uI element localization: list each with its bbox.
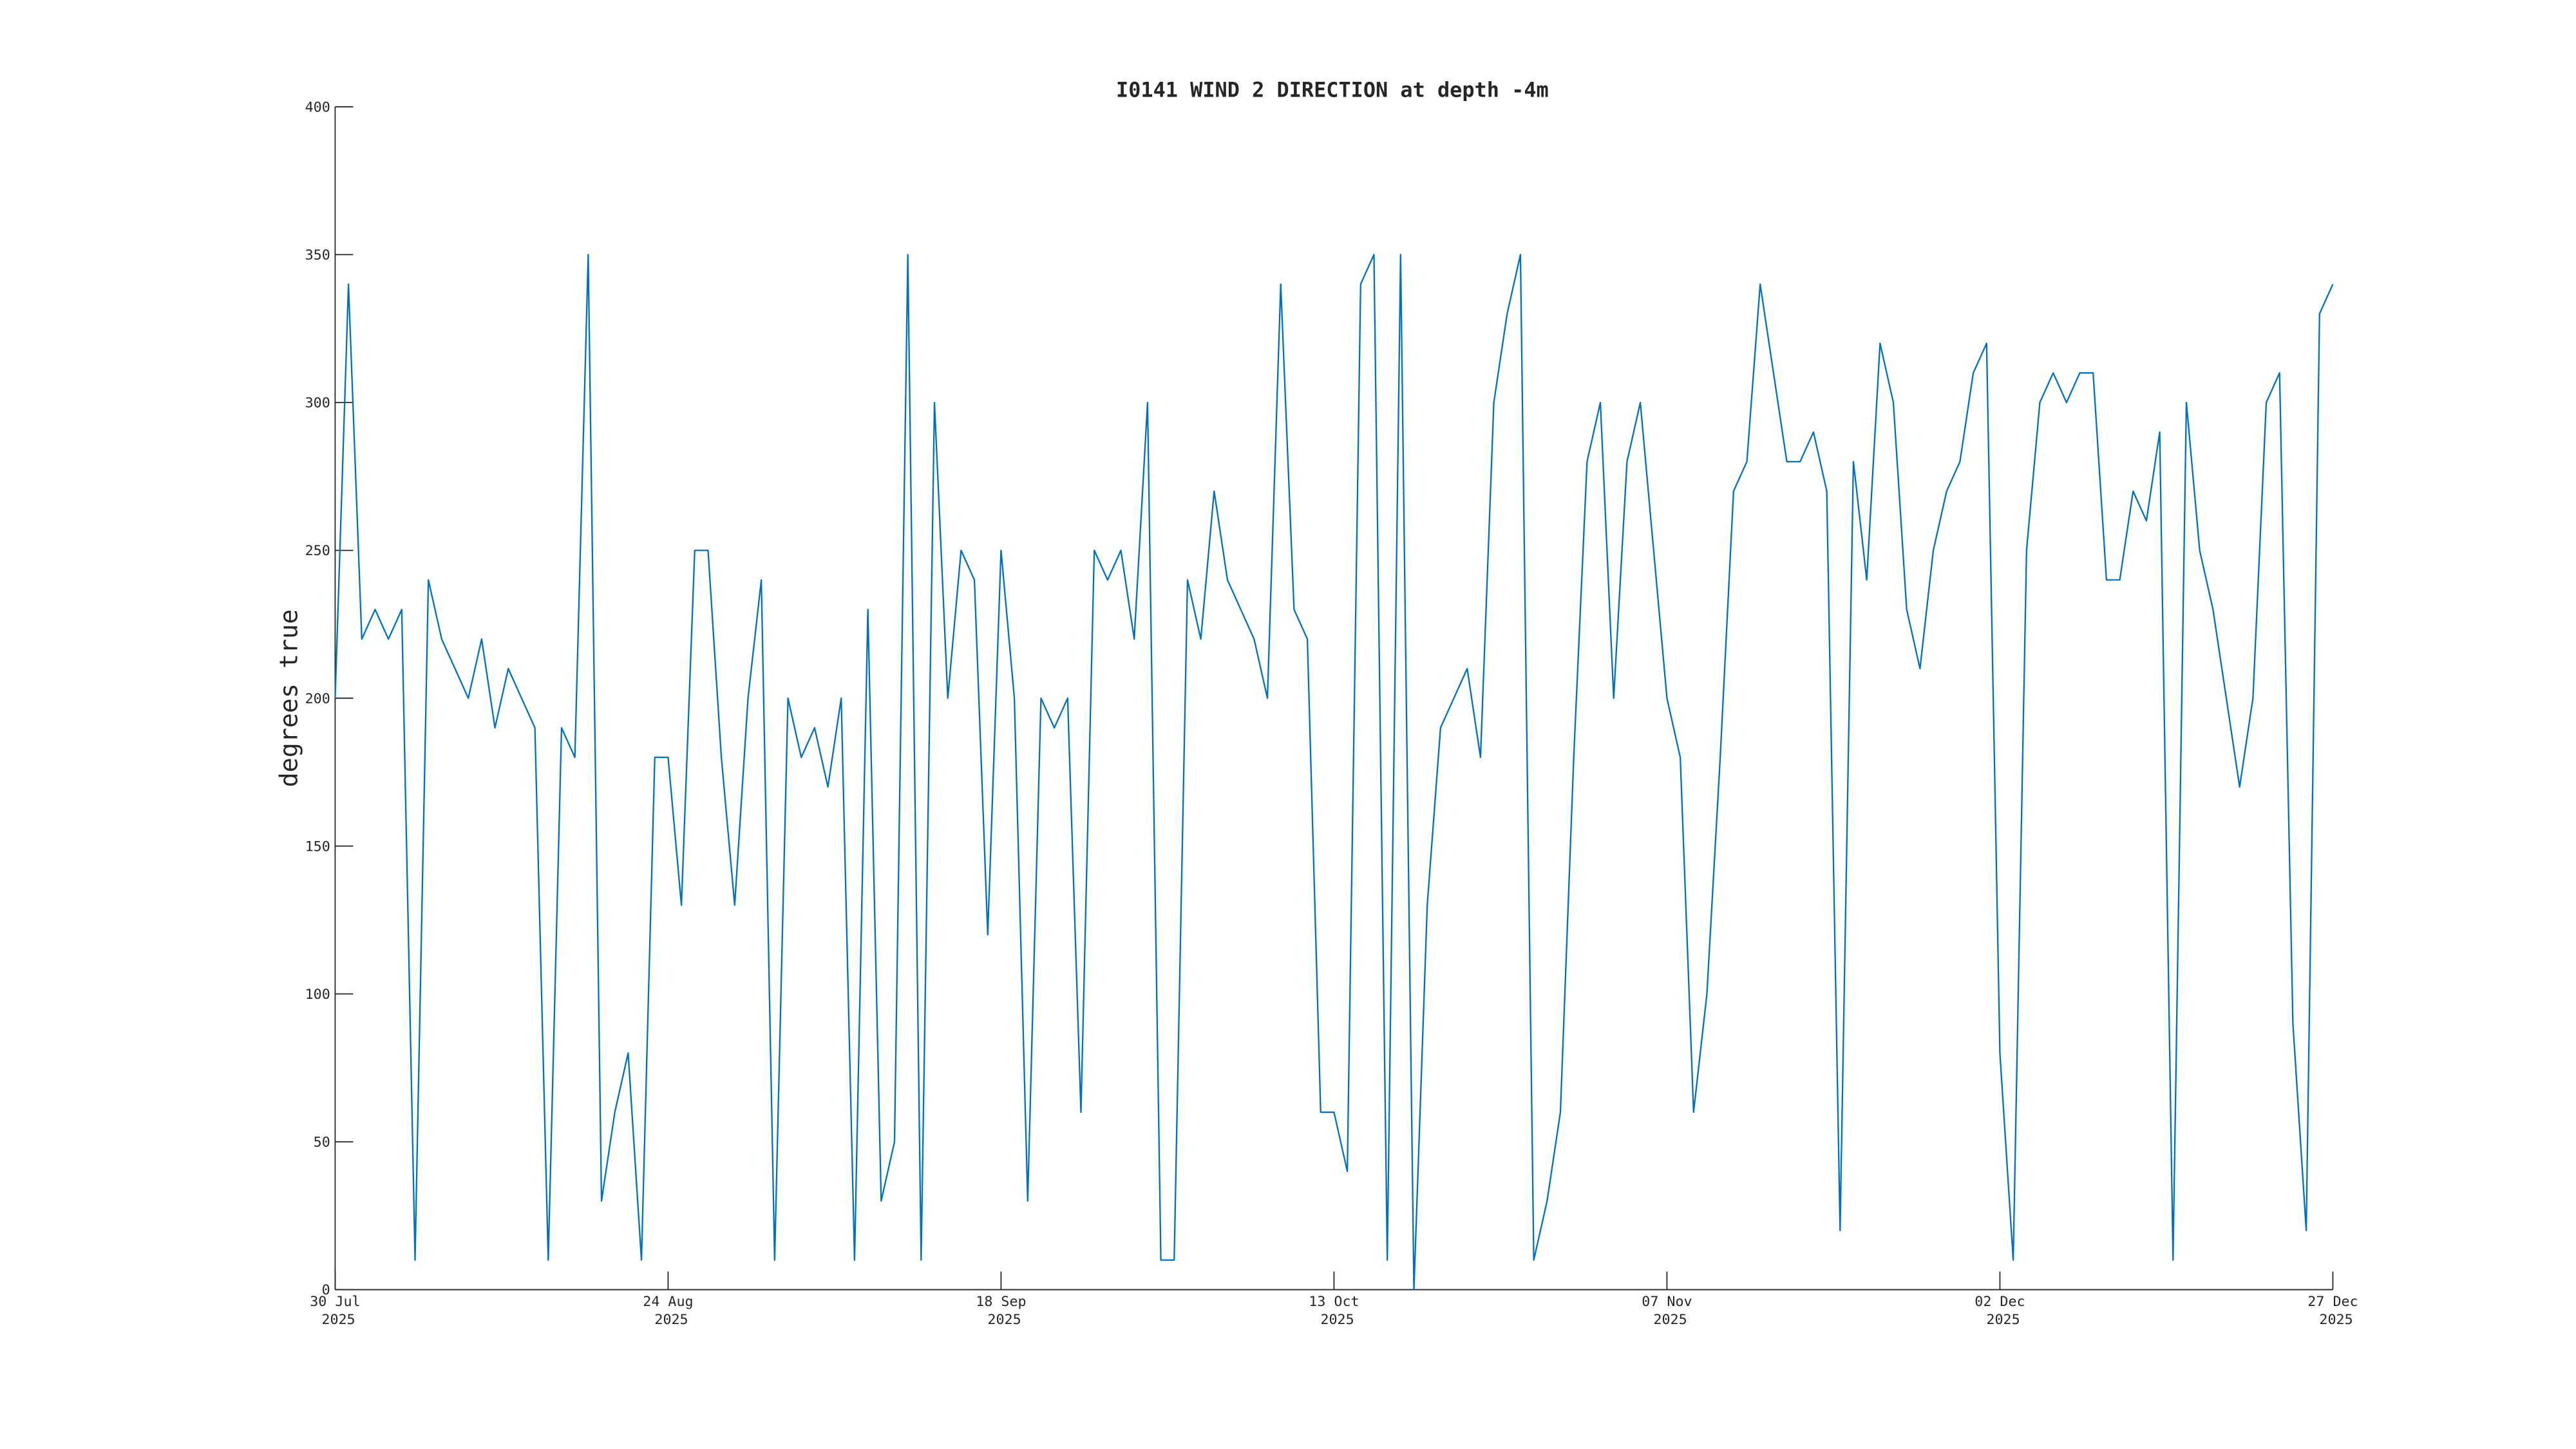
x-tick-label: 30 Jul [310, 1294, 360, 1310]
x-tick-label: 24 Aug [643, 1294, 693, 1310]
y-axis-label: degrees true [275, 609, 304, 787]
x-tick-label: 2025 [1653, 1312, 1687, 1328]
y-tick-label: 200 [305, 691, 330, 707]
x-tick-label: 27 Dec [2307, 1294, 2358, 1310]
y-tick-label: 400 [305, 99, 330, 115]
x-tick-label: 2025 [2319, 1312, 2353, 1328]
x-tick-label: 02 Dec [1975, 1294, 2025, 1310]
x-tick-label: 2025 [987, 1312, 1021, 1328]
x-tick-label: 2025 [321, 1312, 355, 1328]
x-tick-label: 2025 [1320, 1312, 1354, 1328]
y-tick-label: 0 [322, 1282, 330, 1298]
x-tick-label: 13 Oct [1309, 1294, 1359, 1310]
y-tick-label: 150 [305, 838, 330, 855]
y-tick-label: 300 [305, 395, 330, 412]
y-tick-label: 250 [305, 543, 330, 559]
x-tick-label: 2025 [654, 1312, 688, 1328]
chart-title: I0141 WIND 2 DIRECTION at depth -4m [1116, 78, 1549, 102]
x-tick-label: 2025 [1986, 1312, 2020, 1328]
data-line [334, 254, 2334, 1291]
x-tick-label: 07 Nov [1642, 1294, 1692, 1310]
y-tick-label: 350 [305, 247, 330, 263]
x-tick-label: 18 Sep [976, 1294, 1026, 1310]
y-tick-label: 100 [305, 987, 330, 1003]
y-tick-label: 50 [314, 1135, 330, 1151]
